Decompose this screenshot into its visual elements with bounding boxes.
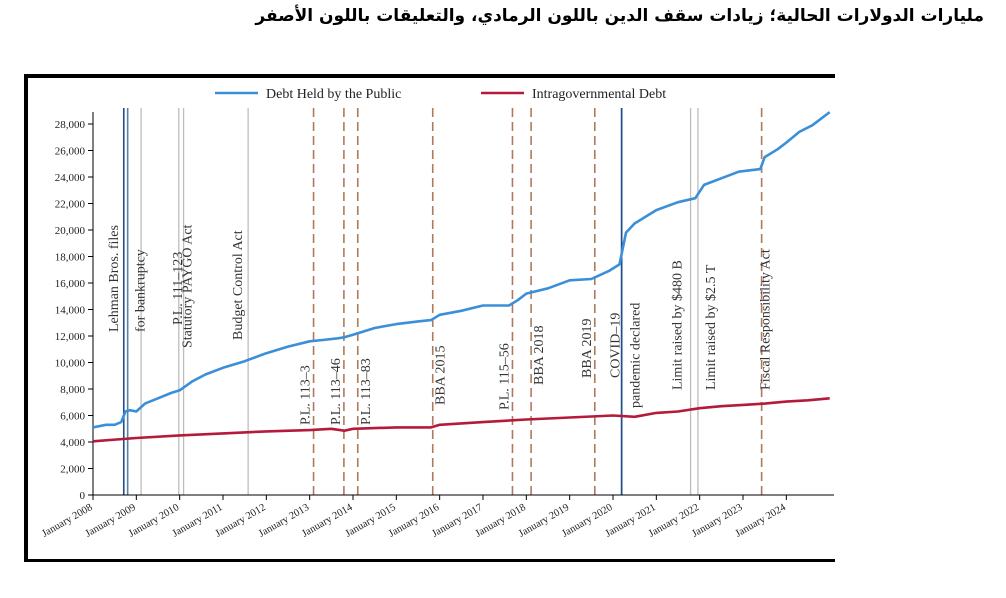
y-tick-label: 22,000	[55, 199, 86, 211]
y-tick-label: 10,000	[55, 358, 86, 370]
legend: Debt Held by the Public Intragovernmental…	[215, 87, 666, 102]
annotation-label: Budget Control Act	[231, 230, 246, 340]
y-tick-label: 26,000	[55, 146, 86, 158]
y-tick-label: 4,000	[60, 437, 85, 449]
annotation-label: BBA 2015	[434, 345, 449, 405]
series-line-public-debt	[92, 111, 831, 429]
annotation-label: P.L. 115–56	[497, 343, 512, 410]
annotation-label: Lehman Bros. files	[107, 225, 122, 332]
annotation-label: BBA 2019	[580, 318, 595, 378]
y-tick-label: 28,000	[55, 119, 86, 131]
annotation-label: Statutory PAYGO Act	[181, 224, 196, 348]
y-tick-label: 6,000	[60, 411, 85, 423]
y-tick-label: 0	[80, 490, 86, 502]
y-tick-label: 16,000	[55, 278, 86, 290]
annotation-label: P.L. 113–83	[359, 358, 374, 425]
annotation-label: Fiscal Responsibility Act	[759, 249, 774, 390]
annotation-label: for bankruptcy	[134, 249, 149, 332]
annotation-label: Limit raised by $2.5 T	[704, 264, 719, 390]
chart-frame	[24, 74, 835, 562]
y-tick-label: 12,000	[55, 331, 86, 343]
annotation-lines	[122, 108, 763, 495]
y-tick-label: 14,000	[55, 305, 86, 317]
series-lines	[92, 111, 831, 443]
y-tick-label: 18,000	[55, 252, 86, 264]
y-tick-label: 8,000	[60, 384, 85, 396]
y-tick-label: 2,000	[60, 464, 85, 476]
annotation-labels: Lehman Bros. files for bankruptcy P.L. 111…	[107, 224, 774, 425]
annotation-label: Limit raised by $480 B	[671, 260, 686, 390]
annotation-label: COVID–19	[609, 313, 624, 378]
y-tick-label: 20,000	[55, 225, 86, 237]
annotation-label: P.L. 113–3	[299, 365, 314, 425]
annotation-label: P.L. 111–123	[171, 252, 186, 325]
annotation-label: BBA 2018	[532, 325, 547, 385]
annotation-label: pandemic declared	[629, 303, 644, 408]
legend-label: Intragovernmental Debt	[532, 87, 666, 102]
series-line-intragovernmental-debt	[92, 397, 830, 443]
y-tick-label: 24,000	[55, 172, 86, 184]
legend-label: Debt Held by the Public	[266, 87, 401, 102]
page-title: مليارات الدولارات الحالية؛ زيادات سقف ال…	[255, 6, 984, 26]
annotation-label: P.L. 113–46	[329, 358, 344, 425]
